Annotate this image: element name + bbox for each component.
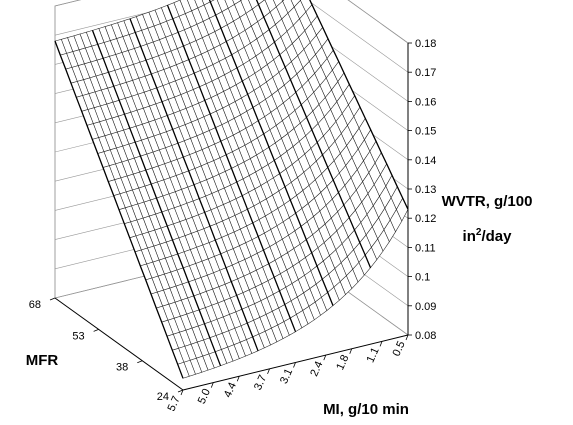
surface-contour [208,0,334,306]
z-tick-label: 0.15 [415,126,436,138]
x-tick-label: 1.8 [334,353,351,372]
surface-mesh [54,0,409,379]
z-tick-label: 0.12 [415,213,436,225]
y-tick-mark [93,328,99,332]
x-axis-title: MI, g/10 min [323,401,409,418]
y-axis-ticks: 68 53 38 24 [29,297,184,403]
x-tick-label: 3.1 [278,367,295,386]
surface-contour [166,4,297,332]
z-axis-title-base: in [463,228,476,245]
x-tick-mark [349,348,353,354]
z-axis-title-line2: in2/day [463,227,513,245]
z-axis-ticks: 0.08 0.09 0.1 0.11 0.12 0.13 0.14 0.15 0.16 0.17 0… [408,38,436,342]
x-tick-label: 4.4 [222,381,239,400]
z-tick-label: 0.16 [415,96,436,108]
wall-gridline [54,0,409,73]
y-tick-label: 38 [116,362,128,374]
y-tick-mark [137,360,143,364]
surface-contour [54,40,184,379]
z-tick-label: 0.1 [415,272,430,284]
x-tick-label: 0.5 [391,339,408,358]
x-tick-label: 2.4 [308,359,325,378]
x-tick-label: 1.1 [365,346,382,365]
y-tick-mark [49,297,56,301]
mfr-axis-line [54,297,184,391]
z-axis-title-sup: 2 [476,227,482,238]
y-axis-title: MFR [26,352,59,369]
z-axis-title-rest: /day [481,228,512,245]
z-tick-label: 0.18 [415,38,436,50]
y-tick-label: 24 [157,391,169,403]
z-tick-label: 0.17 [415,67,436,79]
y-tick-mark [177,389,184,393]
z-tick-label: 0.11 [415,242,436,254]
wall-gridline [54,0,409,44]
x-tick-label: 5.0 [196,387,213,406]
x-tick-mark [236,376,240,382]
z-axis-title-line1: WVTR, g/100 [442,193,533,210]
surface-contour [309,0,409,210]
z-tick-label: 0.08 [415,330,436,342]
x-tick-mark [180,389,184,396]
y-tick-label: 68 [29,299,41,311]
y-tick-label: 53 [72,330,84,342]
z-tick-label: 0.09 [415,301,436,313]
x-axis-ticks: 5.7 5.0 4.4 3.7 3.1 2.4 1.8 1.1 0.5 [166,334,409,413]
surface-contour [255,0,372,268]
x-tick-label: 3.7 [252,373,269,392]
surface-contour [91,30,222,366]
z-tick-label: 0.13 [415,184,436,196]
x-tick-mark [323,354,327,361]
x-tick-label: 5.7 [166,394,183,413]
x-tick-mark [210,382,214,388]
z-tick-label: 0.14 [415,155,436,167]
x-tick-mark [267,368,270,374]
x-tick-mark [293,362,296,368]
x-tick-mark [379,341,383,347]
surface-contour [129,18,259,352]
x-tick-mark [405,334,409,341]
